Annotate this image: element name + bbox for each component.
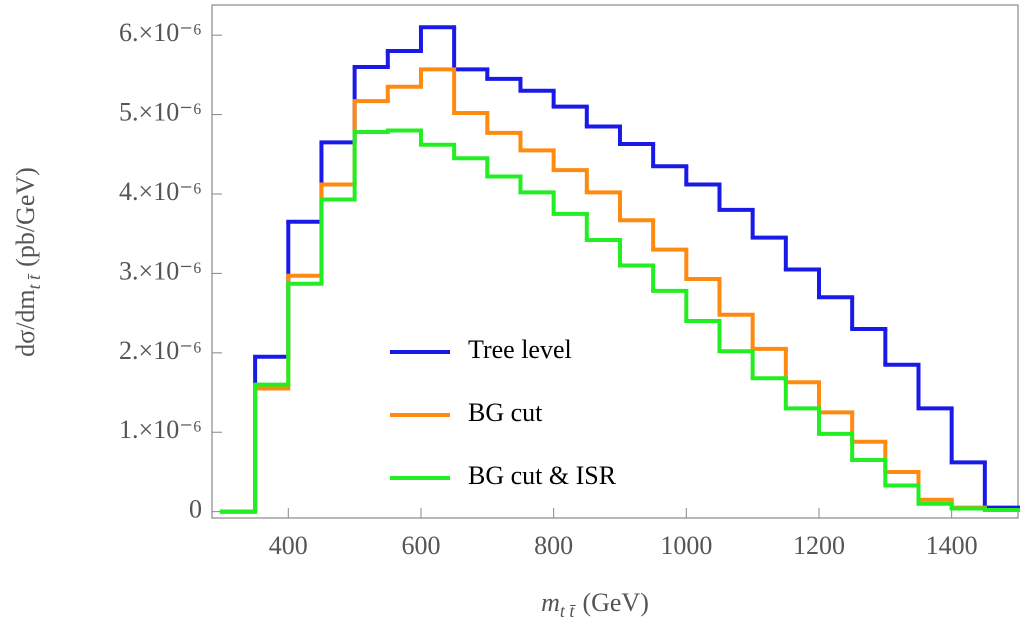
y-label-unit: (pb/GeV) xyxy=(11,167,40,267)
x-tick-label: 1200 xyxy=(793,531,845,560)
y-tick-label: 6.×10⁻⁶ xyxy=(119,18,202,47)
y-tick-label: 3.×10⁻⁶ xyxy=(119,256,202,285)
plot-frame xyxy=(211,4,1019,519)
y-tick-label: 2.×10⁻⁶ xyxy=(119,336,202,365)
legend-label: BG cut & ISR xyxy=(468,461,617,490)
y-label-sub: t t̄ xyxy=(24,273,44,290)
y-tick-label: 1.×10⁻⁶ xyxy=(119,415,202,444)
x-label-sub: t t̄ xyxy=(560,601,577,621)
y-axis-label: dσ/dmt t̄ (pb/GeV) xyxy=(11,167,44,357)
x-tick-label: 800 xyxy=(534,531,573,560)
x-tick-label: 1000 xyxy=(660,531,712,560)
x-label-unit: (GeV) xyxy=(582,588,648,617)
y-label-main: dσ/dm xyxy=(11,289,40,356)
x-tick-label: 600 xyxy=(401,531,440,560)
x-tick-label: 400 xyxy=(269,531,308,560)
y-tick-label: 5.×10⁻⁶ xyxy=(119,98,202,127)
y-tick-label: 4.×10⁻⁶ xyxy=(119,177,202,206)
y-tick-label: 0 xyxy=(189,495,202,524)
legend-label: Tree level xyxy=(468,335,572,364)
x-axis-label: mt t̄ (GeV) xyxy=(541,588,649,621)
x-label-main: m xyxy=(541,588,560,617)
legend-label: BG cut xyxy=(468,398,543,427)
x-tick-label: 1400 xyxy=(926,531,978,560)
